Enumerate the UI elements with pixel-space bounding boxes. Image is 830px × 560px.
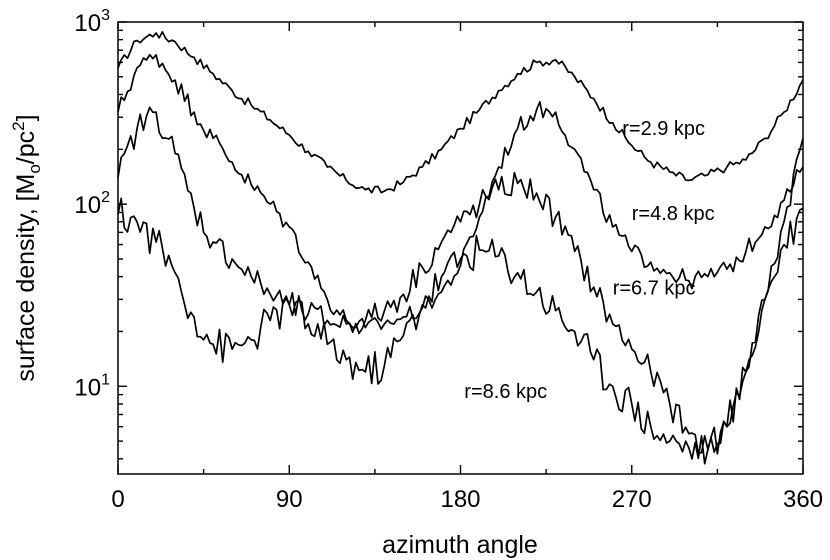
x-tick-label: 270: [612, 486, 652, 513]
x-tick-label: 360: [783, 486, 823, 513]
x-axis-label: azimuth angle: [382, 531, 538, 559]
series-line-1: [117, 31, 804, 194]
x-tick-label: 180: [440, 486, 480, 513]
y-tick-label: 101: [74, 371, 110, 401]
plot-frame: [117, 21, 804, 475]
axis-ticks: [117, 21, 804, 474]
x-tick-label: 0: [111, 486, 124, 513]
x-tick-label: 90: [276, 486, 303, 513]
series-line-3: [117, 106, 804, 455]
series-annotations: r=2.9 kpc r=4.8 kpc r=6.7 kpc r=8.6 kpc: [464, 118, 714, 403]
y-tick-label: 103: [74, 7, 110, 37]
series-line-4: [117, 197, 804, 465]
series-annotation-4: r=8.6 kpc: [464, 381, 547, 403]
series-line-2: [117, 53, 804, 330]
tick-labels: 0 90 180 270 360 101 102 103: [74, 7, 823, 513]
series-annotation-3: r=6.7 kpc: [613, 277, 696, 299]
y-tick-label: 102: [74, 189, 110, 219]
series-lines: [117, 31, 804, 465]
series-annotation-2: r=4.8 kpc: [632, 203, 715, 225]
y-axis-label: surface density, [Mo/pc2]: [9, 114, 44, 381]
series-annotation-1: r=2.9 kpc: [622, 118, 705, 140]
